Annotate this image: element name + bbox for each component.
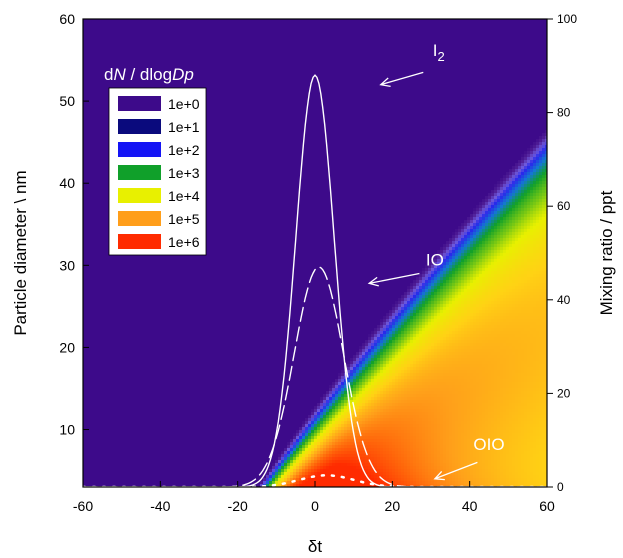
annotation-oio: OIO [473,435,504,454]
x-tick-label: 60 [539,498,555,514]
legend-swatch [118,188,161,203]
curve-io [83,266,547,487]
annotation-arrow [434,461,478,480]
concentration-curves [83,74,547,487]
legend: dN / dlogDp 1e+0 1e+1 1e+2 1e+3 1e+4 1e+5 1e+6 [104,65,207,256]
annotation-i2: I2 [433,41,445,64]
legend-swatch [118,165,161,180]
y-left-tick-label: 60 [59,11,75,27]
y-left-tick-label: 40 [59,175,75,191]
legend-swatch [118,119,161,134]
legend-label: 1e+1 [168,119,200,135]
y-right-tick-label: 20 [557,386,571,400]
legend-swatch [118,211,161,226]
y-right-tick-label: 0 [557,480,564,494]
annotation-arrowhead [367,276,379,287]
y-right-tick-label: 80 [557,106,571,120]
curve-i2 [83,74,547,487]
y-left-tick-label: 10 [59,422,75,438]
legend-label: 1e+5 [168,211,200,227]
y-right-tick-label: 60 [557,199,571,213]
y-right-tick-label: 40 [557,293,571,307]
x-tick-label: -40 [150,498,170,514]
legend-label: 1e+3 [168,165,200,181]
legend-swatch [118,96,161,111]
heatmap [257,130,547,487]
legend-label: 1e+6 [168,234,200,250]
annotation-arrow [380,71,424,86]
y-left-tick-label: 30 [59,257,75,273]
legend-label: 1e+4 [168,188,200,204]
annotation-io: IO [426,250,444,269]
x-tick-label: -20 [228,498,248,514]
curve-oio [83,474,547,487]
x-tick-label: 0 [311,498,319,514]
x-tick-label: 40 [462,498,478,514]
legend-label: 1e+2 [168,142,200,158]
y-right-tick-label: 100 [557,12,577,26]
annotation-arrowhead [379,77,391,87]
annotation-arrow [369,272,420,285]
x-tick-label: 20 [385,498,401,514]
legend-swatch [118,142,161,157]
x-tick-label: -60 [73,498,93,514]
y-left-tick-label: 20 [59,339,75,355]
legend-title: dN / dlogDp [104,65,194,84]
y-left-tick-label: 50 [59,93,75,109]
legend-swatch [118,234,161,249]
y-axis-title-left: Particle diameter \ nm [11,170,30,335]
y-axis-title-right: Mixing ratio / ppt [597,190,616,315]
x-axis-title: δt [308,537,322,556]
annotation-arrowhead [433,471,445,481]
annotations: I2 IO OIO [367,41,505,481]
legend-label: 1e+0 [168,96,200,112]
